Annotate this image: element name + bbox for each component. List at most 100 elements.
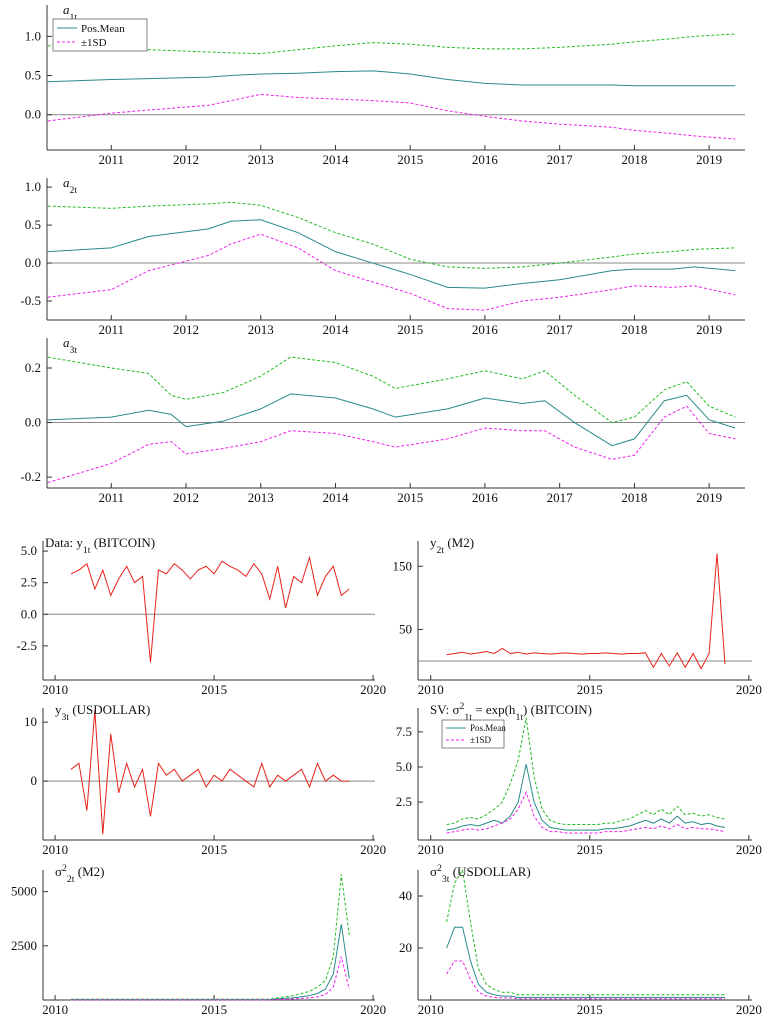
y-tick-label: -2.5 bbox=[16, 638, 37, 653]
title-part: (USDOLLAR) bbox=[449, 864, 530, 879]
panel: -0.2 0.0 0.2 2011 2012 2013 2014 2015 2016 2017 20… bbox=[20, 335, 745, 505]
x-tick-label: 2016 bbox=[472, 490, 499, 505]
x-tick-label: 2017 bbox=[547, 322, 574, 337]
x-tick-label: 2014 bbox=[322, 490, 349, 505]
title-part: 2 bbox=[62, 863, 67, 874]
series-line bbox=[70, 710, 350, 835]
x-tick-label: 2020 bbox=[360, 682, 386, 697]
title-part: = exp(h bbox=[472, 702, 516, 717]
series-line bbox=[47, 233, 736, 311]
y-tick-label: 1.0 bbox=[25, 179, 41, 194]
series-line bbox=[446, 790, 726, 834]
series-line bbox=[47, 219, 736, 289]
x-tick-label: 2015 bbox=[201, 1002, 227, 1017]
series-line bbox=[47, 201, 736, 269]
panel-title: Data: y1t (BITCOIN) bbox=[45, 535, 155, 556]
series-line bbox=[70, 924, 350, 1001]
title-part: 2 bbox=[460, 701, 465, 712]
legend-label: Pos.Mean bbox=[81, 23, 125, 35]
series-line bbox=[47, 93, 736, 140]
series-line bbox=[47, 356, 736, 424]
x-tick-label: 2020 bbox=[360, 842, 386, 857]
legend-label: Pos.Mean bbox=[470, 723, 506, 733]
panel: 2500 5000 2010 2015 2020 σ22t (M2) bbox=[11, 863, 386, 1018]
x-tick-label: 2011 bbox=[99, 152, 125, 167]
x-tick-label: 2013 bbox=[248, 152, 274, 167]
x-tick-label: 2015 bbox=[577, 682, 603, 697]
y-tick-label: 40 bbox=[399, 888, 412, 903]
legend-box bbox=[52, 18, 148, 52]
x-tick-label: 2015 bbox=[201, 842, 227, 857]
series-line bbox=[70, 555, 350, 663]
panel-title: σ23t (USDOLLAR) bbox=[430, 863, 531, 885]
x-tick-label: 2014 bbox=[322, 152, 349, 167]
title-part: 2t bbox=[70, 185, 78, 196]
y-tick-label: 2500 bbox=[11, 938, 37, 953]
panel-title: a1t bbox=[63, 2, 77, 23]
x-tick-label: 2018 bbox=[621, 490, 647, 505]
y-tick-label: 5.0 bbox=[21, 543, 37, 558]
title-part: 3t bbox=[62, 712, 70, 723]
title-part: (M2) bbox=[74, 864, 104, 879]
series-line bbox=[446, 868, 725, 996]
x-tick-label: 2019 bbox=[696, 322, 722, 337]
title-part: ) (BITCOIN) bbox=[523, 702, 592, 717]
y-tick-label: 50 bbox=[399, 621, 412, 636]
x-tick-label: 2010 bbox=[418, 1002, 444, 1017]
series-line bbox=[70, 956, 350, 1001]
x-tick-label: 2013 bbox=[248, 490, 274, 505]
y-tick-label: 2.5 bbox=[21, 575, 37, 590]
legend-box bbox=[441, 719, 505, 749]
series-line bbox=[446, 553, 726, 670]
y-tick-label: 10 bbox=[24, 714, 37, 729]
x-tick-label: 2010 bbox=[418, 682, 444, 697]
y-tick-label: 150 bbox=[393, 558, 413, 573]
x-tick-label: 2011 bbox=[99, 322, 125, 337]
x-tick-label: 2016 bbox=[472, 322, 499, 337]
series-line bbox=[446, 764, 726, 831]
title-part: 2t bbox=[437, 545, 445, 556]
title-part: (BITCOIN) bbox=[91, 535, 156, 550]
panel-title: y2t (M2) bbox=[430, 535, 474, 556]
panel: 20 40 2010 2015 2020 σ23t (USDOLLAR) bbox=[399, 863, 762, 1018]
series-line bbox=[47, 33, 736, 55]
y-tick-label: 0.5 bbox=[25, 68, 41, 83]
series-line bbox=[47, 393, 736, 447]
title-part: y bbox=[55, 702, 62, 717]
y-tick-label: 1.0 bbox=[25, 28, 41, 43]
x-tick-label: 2013 bbox=[248, 322, 274, 337]
title-part: 1t bbox=[464, 712, 472, 723]
panel-title: a2t bbox=[63, 175, 77, 196]
title-part: a bbox=[63, 335, 70, 350]
series-line bbox=[47, 405, 736, 484]
title-part: 1t bbox=[83, 545, 91, 556]
legend-label: ±1SD bbox=[81, 37, 107, 49]
panel-title: a3t bbox=[63, 335, 77, 356]
x-tick-label: 2015 bbox=[397, 322, 423, 337]
x-tick-label: 2020 bbox=[736, 1002, 762, 1017]
series-line bbox=[446, 926, 725, 998]
panel-title: σ22t (M2) bbox=[55, 863, 104, 885]
series-line bbox=[446, 717, 726, 826]
title-part: y bbox=[430, 535, 437, 550]
y-tick-label: 5000 bbox=[11, 884, 37, 899]
y-tick-label: 20 bbox=[399, 940, 412, 955]
panel: 0.0 0.5 1.0 2011 2012 2013 2014 2015 2016 2017 201… bbox=[25, 2, 745, 167]
title-part: 1t bbox=[515, 712, 523, 723]
x-tick-label: 2015 bbox=[397, 152, 423, 167]
x-tick-label: 2020 bbox=[736, 682, 762, 697]
series-line bbox=[47, 70, 736, 87]
title-part: σ bbox=[430, 864, 437, 879]
x-tick-label: 2020 bbox=[360, 1002, 386, 1017]
y-tick-label: 0.5 bbox=[25, 217, 41, 232]
title-part: (M2) bbox=[444, 535, 474, 550]
panel: 50 150 2010 2015 2020 y2t (M2) bbox=[393, 535, 762, 697]
x-tick-label: 2010 bbox=[42, 842, 68, 857]
x-tick-label: 2015 bbox=[397, 490, 423, 505]
series-line bbox=[70, 874, 350, 1000]
title-part: 3t bbox=[442, 874, 450, 885]
x-tick-label: 2011 bbox=[99, 490, 125, 505]
y-tick-label: 0.0 bbox=[25, 107, 41, 122]
